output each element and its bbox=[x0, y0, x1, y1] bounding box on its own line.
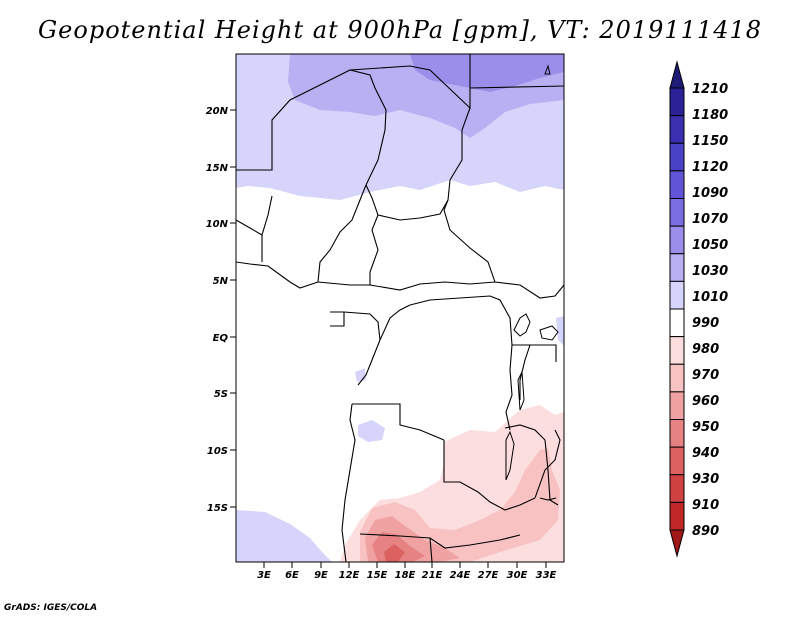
contour-1010-blob-1 bbox=[358, 420, 385, 442]
lon-tick-label: 15E bbox=[367, 570, 388, 581]
colorbar-label: 1050 bbox=[692, 238, 728, 253]
lat-tick-label: 10S bbox=[207, 446, 228, 457]
colorbar-segment bbox=[669, 391, 685, 420]
colorbar-label: 1180 bbox=[692, 108, 728, 123]
height-field bbox=[236, 54, 564, 562]
colorbar-segment bbox=[669, 280, 685, 310]
map-frame bbox=[235, 53, 565, 563]
colorbar-label: 1010 bbox=[692, 290, 728, 305]
colorbar-segment bbox=[669, 198, 685, 227]
colorbar-label: 990 bbox=[692, 316, 719, 331]
colorbar-segment bbox=[669, 446, 685, 476]
lon-tick-label: 18E bbox=[395, 570, 416, 581]
lon-tick-label: 33E bbox=[536, 570, 557, 581]
colorbar-segment bbox=[669, 225, 685, 255]
lat-tick-label: EQ bbox=[213, 333, 229, 344]
colorbar-label: 1090 bbox=[692, 186, 728, 201]
colorbar-bottom-arrow bbox=[669, 529, 685, 558]
map-title: Geopotential Height at 900hPa [gpm], VT:… bbox=[38, 16, 762, 44]
lon-tick-label: 27E bbox=[478, 570, 499, 581]
colorbar-segment bbox=[669, 419, 685, 448]
colorbar-label: 1120 bbox=[692, 160, 728, 175]
colorbar-top-arrow bbox=[669, 60, 685, 89]
lon-tick-label: 24E bbox=[450, 570, 471, 581]
footer-credit: GrADS: IGES/COLA bbox=[4, 603, 98, 613]
lat-tick-label: 15S bbox=[207, 503, 228, 514]
lon-tick-label: 9E bbox=[314, 570, 328, 581]
colorbar-segment bbox=[669, 170, 685, 199]
colorbar-label: 950 bbox=[692, 420, 719, 435]
contour-1050-north bbox=[410, 54, 564, 92]
contour-950-south bbox=[384, 544, 405, 562]
colorbar-label: 1210 bbox=[692, 82, 728, 97]
colorbar-label: 910 bbox=[692, 498, 719, 513]
contour-1010-blob-3 bbox=[556, 316, 564, 346]
colorbar-label: 940 bbox=[692, 446, 719, 461]
lon-tick-label: 30E bbox=[507, 570, 528, 581]
lat-tick-label: 20N bbox=[206, 106, 229, 117]
colorbar: 1210 1180 1150 1120 1090 1070 1050 1030 1010 990 9… bbox=[669, 60, 728, 558]
colorbar-label: 930 bbox=[692, 472, 719, 487]
lat-tick-label: 15N bbox=[206, 163, 229, 174]
colorbar-segment bbox=[669, 87, 685, 117]
colorbar-segment bbox=[669, 253, 685, 282]
colorbar-segment bbox=[669, 308, 685, 338]
contour-1010-southwest bbox=[236, 510, 332, 562]
colorbar-segment bbox=[669, 474, 685, 503]
colorbar-segment bbox=[669, 363, 685, 393]
colorbar-label: 1070 bbox=[692, 212, 728, 227]
country-borders bbox=[236, 54, 564, 562]
lakes bbox=[505, 64, 559, 481]
lon-tick-label: 21E bbox=[422, 570, 443, 581]
colorbar-label: 970 bbox=[692, 368, 719, 383]
latitude-axis: 20N 15N 10N 5N EQ 5S 10S 15S bbox=[206, 106, 236, 514]
lon-tick-label: 3E bbox=[257, 570, 271, 581]
colorbar-label: 1030 bbox=[692, 264, 728, 279]
colorbar-segment bbox=[669, 501, 685, 531]
lon-tick-label: 12E bbox=[339, 570, 360, 581]
colorbar-label: 1150 bbox=[692, 134, 728, 149]
lat-tick-label: 5N bbox=[213, 276, 229, 287]
lon-tick-label: 6E bbox=[285, 570, 299, 581]
colorbar-label: 980 bbox=[692, 342, 719, 357]
lat-tick-label: 5S bbox=[214, 389, 228, 400]
colorbar-segment bbox=[669, 115, 685, 144]
colorbar-segment bbox=[669, 336, 685, 365]
lat-tick-label: 10N bbox=[206, 219, 229, 230]
colorbar-label: 960 bbox=[692, 394, 719, 409]
colorbar-segment bbox=[669, 142, 685, 172]
colorbar-label: 890 bbox=[692, 524, 719, 539]
longitude-axis: 3E 6E 9E 12E 15E 18E 21E 24E 27E 30E 33E bbox=[257, 562, 557, 581]
